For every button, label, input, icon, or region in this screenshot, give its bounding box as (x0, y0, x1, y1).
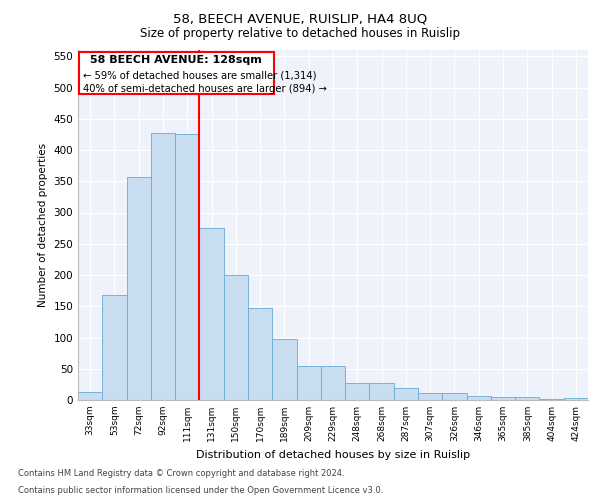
Bar (127, 177, 151, 400)
Bar (224, 275, 248, 400)
Bar (418, 393, 442, 400)
Text: 58 BEECH AVENUE: 128sqm: 58 BEECH AVENUE: 128sqm (91, 55, 262, 65)
Bar (394, 388, 418, 400)
FancyBboxPatch shape (79, 52, 274, 94)
Y-axis label: Number of detached properties: Number of detached properties (38, 143, 48, 307)
Text: Contains HM Land Registry data © Crown copyright and database right 2024.: Contains HM Land Registry data © Crown c… (18, 468, 344, 477)
Bar (151, 133, 175, 400)
Text: 58, BEECH AVENUE, RUISLIP, HA4 8UQ: 58, BEECH AVENUE, RUISLIP, HA4 8UQ (173, 12, 427, 26)
Text: ← 59% of detached houses are smaller (1,314): ← 59% of detached houses are smaller (1,… (83, 70, 316, 80)
Bar (248, 308, 272, 400)
Bar (321, 366, 345, 400)
Bar (515, 397, 539, 400)
Text: 40% of semi-detached houses are larger (894) →: 40% of semi-detached houses are larger (… (83, 84, 327, 94)
Bar (564, 398, 588, 400)
Bar (199, 228, 224, 400)
X-axis label: Distribution of detached houses by size in Ruislip: Distribution of detached houses by size … (196, 450, 470, 460)
Text: Contains public sector information licensed under the Open Government Licence v3: Contains public sector information licen… (18, 486, 383, 495)
Bar (175, 134, 199, 400)
Bar (539, 399, 564, 400)
Text: Size of property relative to detached houses in Ruislip: Size of property relative to detached ho… (140, 28, 460, 40)
Bar (78, 392, 102, 400)
Bar (272, 340, 296, 400)
Bar (370, 383, 394, 400)
Bar (296, 366, 321, 400)
Bar (442, 393, 467, 400)
Bar (491, 397, 515, 400)
Bar (467, 396, 491, 400)
Bar (345, 383, 370, 400)
Bar (102, 295, 127, 400)
